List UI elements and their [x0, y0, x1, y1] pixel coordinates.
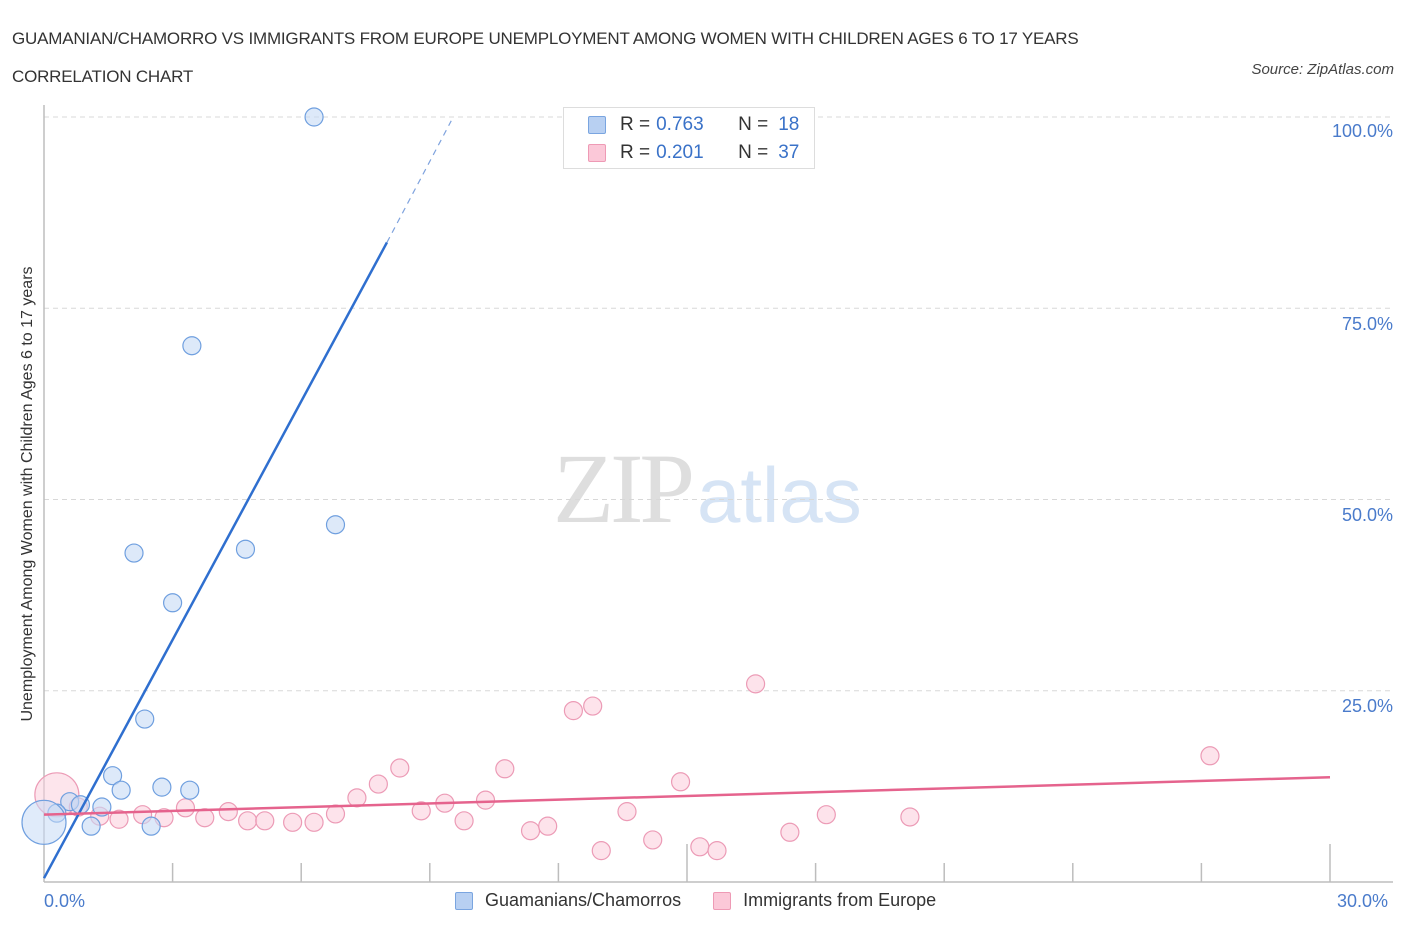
data-point[interactable]: [235, 539, 256, 559]
series-legend: Guamanians/Chamorros Immigrants from Eur…: [455, 890, 968, 911]
data-point[interactable]: [325, 515, 346, 535]
data-point[interactable]: [152, 777, 172, 797]
series-guamanians-points: [21, 107, 346, 845]
data-point[interactable]: [283, 812, 303, 832]
data-point[interactable]: [690, 837, 710, 857]
data-point[interactable]: [411, 801, 431, 821]
data-point[interactable]: [21, 799, 67, 845]
data-point[interactable]: [583, 696, 603, 716]
r-label: R =: [620, 114, 651, 135]
data-point[interactable]: [180, 780, 200, 800]
data-point[interactable]: [304, 107, 324, 127]
data-point[interactable]: [617, 802, 637, 822]
data-point[interactable]: [195, 808, 215, 828]
data-point[interactable]: [495, 759, 515, 779]
data-point[interactable]: [255, 811, 275, 831]
immigrants-trendline: [43, 775, 1331, 816]
correlation-legend: R = 0.763 N = 18 R = 0.201 N = 37: [563, 107, 815, 169]
data-point[interactable]: [175, 798, 196, 818]
data-point[interactable]: [670, 772, 691, 792]
r-value: 0.763: [656, 114, 704, 135]
data-point[interactable]: [520, 821, 541, 841]
x-tick-30: 30.0%: [1337, 891, 1389, 911]
data-point[interactable]: [475, 790, 496, 810]
data-point[interactable]: [368, 774, 388, 794]
data-point[interactable]: [347, 788, 367, 808]
trendlines: [42, 120, 1331, 879]
data-point[interactable]: [102, 766, 123, 786]
data-point[interactable]: [745, 674, 766, 694]
data-point[interactable]: [92, 797, 112, 817]
legend-swatch-blue: [455, 891, 473, 910]
y-tick-100: 100.0%: [1331, 121, 1393, 141]
data-point[interactable]: [707, 841, 727, 861]
data-point[interactable]: [563, 701, 584, 721]
chart-title: GUAMANIAN/CHAMORRO VS IMMIGRANTS FROM EU…: [12, 29, 1079, 86]
data-point[interactable]: [238, 811, 258, 831]
legend-item-immigrants[interactable]: Immigrants from Europe: [713, 890, 936, 911]
n-label: N =: [738, 114, 769, 135]
legend-item-guamanians[interactable]: Guamanians/Chamorros: [455, 890, 681, 911]
gridlines: [44, 116, 1393, 692]
axes: [43, 105, 1393, 883]
r-value: 0.201: [656, 142, 704, 163]
data-point[interactable]: [454, 811, 474, 831]
source-credit: Source: ZipAtlas.com: [1251, 61, 1394, 78]
data-point[interactable]: [390, 758, 410, 778]
legend-swatch-pink: [713, 891, 732, 910]
legend-row-guamanians: R = 0.763 N = 18: [588, 113, 799, 137]
data-point[interactable]: [81, 816, 101, 836]
y-axis-label: Unemployment Among Women with Children A…: [19, 266, 36, 722]
data-point[interactable]: [538, 816, 558, 836]
data-point[interactable]: [816, 805, 836, 825]
n-value: 37: [778, 142, 800, 163]
data-point[interactable]: [124, 543, 144, 563]
legend-label: Guamanians/Chamorros: [485, 890, 682, 910]
legend-row-immigrants: R = 0.201 N = 37: [588, 141, 799, 165]
legend-swatch-pink: [588, 144, 606, 162]
data-point[interactable]: [135, 709, 155, 729]
data-point[interactable]: [304, 812, 324, 832]
data-point[interactable]: [218, 802, 238, 822]
data-point[interactable]: [182, 336, 202, 356]
r-label: R =: [620, 142, 651, 163]
data-point[interactable]: [780, 822, 800, 842]
y-tick-50: 50.0%: [1341, 505, 1393, 525]
n-value: 18: [778, 114, 800, 135]
y-tick-25: 25.0%: [1341, 696, 1393, 716]
legend-swatch-blue: [588, 116, 606, 134]
data-point[interactable]: [109, 809, 129, 829]
x-tick-0: 0.0%: [44, 891, 86, 911]
legend-label: Immigrants from Europe: [743, 890, 937, 910]
data-point[interactable]: [111, 780, 131, 800]
data-point[interactable]: [141, 816, 161, 836]
n-label: N =: [738, 142, 769, 163]
data-point[interactable]: [1200, 746, 1220, 766]
data-point[interactable]: [900, 807, 920, 827]
series-immigrants-from-europe-points: [34, 674, 1220, 861]
data-point[interactable]: [163, 593, 183, 613]
guamanians-trendline-extension: [386, 120, 452, 243]
data-point[interactable]: [643, 830, 663, 850]
guamanians-trendline: [42, 241, 389, 879]
y-tick-75: 75.0%: [1341, 314, 1393, 334]
data-point[interactable]: [325, 804, 346, 824]
data-point[interactable]: [591, 841, 611, 861]
